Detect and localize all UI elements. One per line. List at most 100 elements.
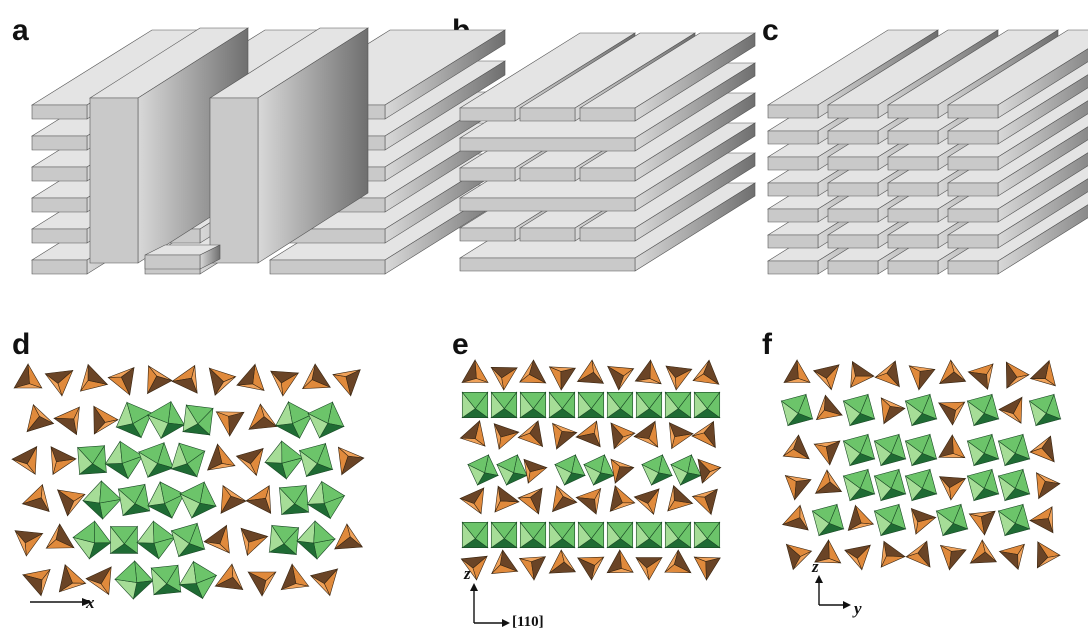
octahedron-face bbox=[997, 503, 1024, 524]
tetrahedron-face bbox=[967, 371, 988, 390]
tetrahedron-face bbox=[1017, 544, 1025, 570]
panel-d-polyhedra bbox=[11, 363, 365, 600]
slab-front-face bbox=[31, 197, 88, 213]
octahedron-face bbox=[842, 393, 869, 414]
axis-label-f-z: z bbox=[812, 557, 819, 576]
tetrahedron-face bbox=[265, 485, 272, 514]
tetrahedron-face bbox=[813, 370, 832, 390]
tetrahedron-face bbox=[552, 423, 577, 433]
tetrahedron-face bbox=[883, 540, 906, 557]
slab-front-face bbox=[887, 182, 939, 197]
slab-front-face bbox=[947, 156, 999, 171]
octahedron-face bbox=[1028, 393, 1055, 414]
tetrahedron-face bbox=[461, 558, 477, 581]
tetrahedron-face bbox=[591, 556, 604, 581]
octahedron-face bbox=[548, 521, 576, 540]
octahedron-face bbox=[664, 391, 692, 410]
tetrahedron-face bbox=[261, 571, 277, 597]
tetrahedron-face bbox=[67, 494, 86, 516]
octahedron-face bbox=[873, 503, 900, 524]
tetrahedron-face bbox=[260, 403, 277, 427]
octahedron-face bbox=[321, 480, 346, 504]
tetrahedron-face bbox=[80, 364, 89, 392]
octahedron-face bbox=[138, 442, 165, 464]
tetrahedron-face bbox=[94, 419, 119, 435]
tetrahedron-face bbox=[216, 411, 245, 417]
panel-f-polyhedra bbox=[780, 359, 1062, 571]
octahedron-face bbox=[606, 391, 634, 410]
tetrahedron-face bbox=[1037, 554, 1061, 569]
tetrahedron-face bbox=[669, 422, 675, 449]
axis-label-f-y: y bbox=[854, 599, 862, 618]
axis-arrow-d-x bbox=[30, 598, 92, 606]
tetrahedron-face bbox=[814, 440, 841, 448]
tetrahedron-face bbox=[519, 556, 546, 562]
tetrahedron-face bbox=[461, 378, 489, 383]
octahedron-face bbox=[641, 454, 663, 474]
slab-front-face bbox=[767, 234, 819, 249]
tetrahedron-face bbox=[332, 369, 361, 377]
tetrahedron-face bbox=[203, 541, 230, 554]
slab-front-face bbox=[887, 234, 939, 249]
tetrahedron-face bbox=[270, 370, 284, 397]
slab-front-face bbox=[519, 107, 576, 122]
slab-front-face bbox=[947, 104, 999, 119]
tetrahedron-face bbox=[11, 458, 36, 475]
slab-front-face bbox=[459, 257, 636, 272]
tetrahedron-face bbox=[635, 557, 650, 581]
octahedron-face bbox=[126, 401, 153, 425]
octahedron-face bbox=[461, 391, 489, 410]
axis-arrow-f bbox=[815, 575, 851, 609]
tetrahedron-face bbox=[609, 502, 635, 512]
slab-front-face bbox=[579, 227, 636, 242]
tetrahedron-face bbox=[618, 368, 634, 391]
slab-front-face bbox=[767, 156, 819, 171]
tetrahedron-face bbox=[664, 549, 679, 573]
tetrahedron-face bbox=[497, 485, 520, 503]
tetrahedron-face bbox=[1029, 435, 1051, 453]
tetrahedron-face bbox=[692, 488, 718, 498]
octahedron-face bbox=[264, 440, 283, 464]
tetrahedron-face bbox=[691, 421, 714, 437]
octahedron-face bbox=[146, 401, 172, 424]
slab-front-face bbox=[887, 260, 939, 275]
panel-b-slab-stack bbox=[458, 32, 757, 272]
tetrahedron-face bbox=[814, 558, 841, 564]
octahedron-face bbox=[313, 520, 336, 544]
slab-front-face bbox=[459, 167, 516, 182]
panel-label-f: f bbox=[762, 328, 772, 361]
slab-front-face bbox=[459, 137, 636, 152]
tetrahedron-face bbox=[45, 373, 63, 397]
tetrahedron-face bbox=[909, 365, 935, 372]
tetrahedron-face bbox=[593, 421, 601, 447]
octahedron-face bbox=[185, 404, 214, 425]
tetrahedron-face bbox=[673, 484, 694, 504]
tetrahedron-face bbox=[560, 367, 577, 391]
octahedron-face bbox=[298, 443, 327, 465]
panel-label-c: c bbox=[762, 14, 779, 47]
tetrahedron-face bbox=[33, 404, 54, 424]
tetrahedron-face bbox=[518, 487, 543, 499]
octahedron-face bbox=[136, 520, 155, 544]
panel-e-polyhedra bbox=[459, 359, 722, 581]
octahedron-face bbox=[82, 500, 104, 520]
panel-a-slab-stack bbox=[30, 27, 507, 275]
slab-front-face bbox=[947, 234, 999, 249]
octahedron-face bbox=[635, 391, 663, 410]
slab-front-face bbox=[887, 156, 939, 171]
tetrahedron-face bbox=[607, 568, 634, 574]
tetrahedron-face bbox=[634, 496, 654, 515]
axis-label-e-z: z bbox=[464, 564, 471, 583]
slab-front-face bbox=[767, 208, 819, 223]
tetrahedron-face bbox=[73, 406, 80, 435]
tetrahedron-face bbox=[880, 541, 887, 568]
octahedron-face bbox=[966, 433, 993, 454]
octahedron-face bbox=[904, 433, 931, 454]
tetrahedron-face bbox=[911, 508, 919, 535]
tetrahedron-face bbox=[694, 556, 721, 562]
slab-front-face bbox=[459, 227, 516, 242]
slab-front-face bbox=[767, 104, 819, 119]
octahedron-face bbox=[99, 480, 122, 504]
octahedron-face bbox=[281, 440, 304, 464]
tetrahedron-face bbox=[940, 545, 967, 552]
